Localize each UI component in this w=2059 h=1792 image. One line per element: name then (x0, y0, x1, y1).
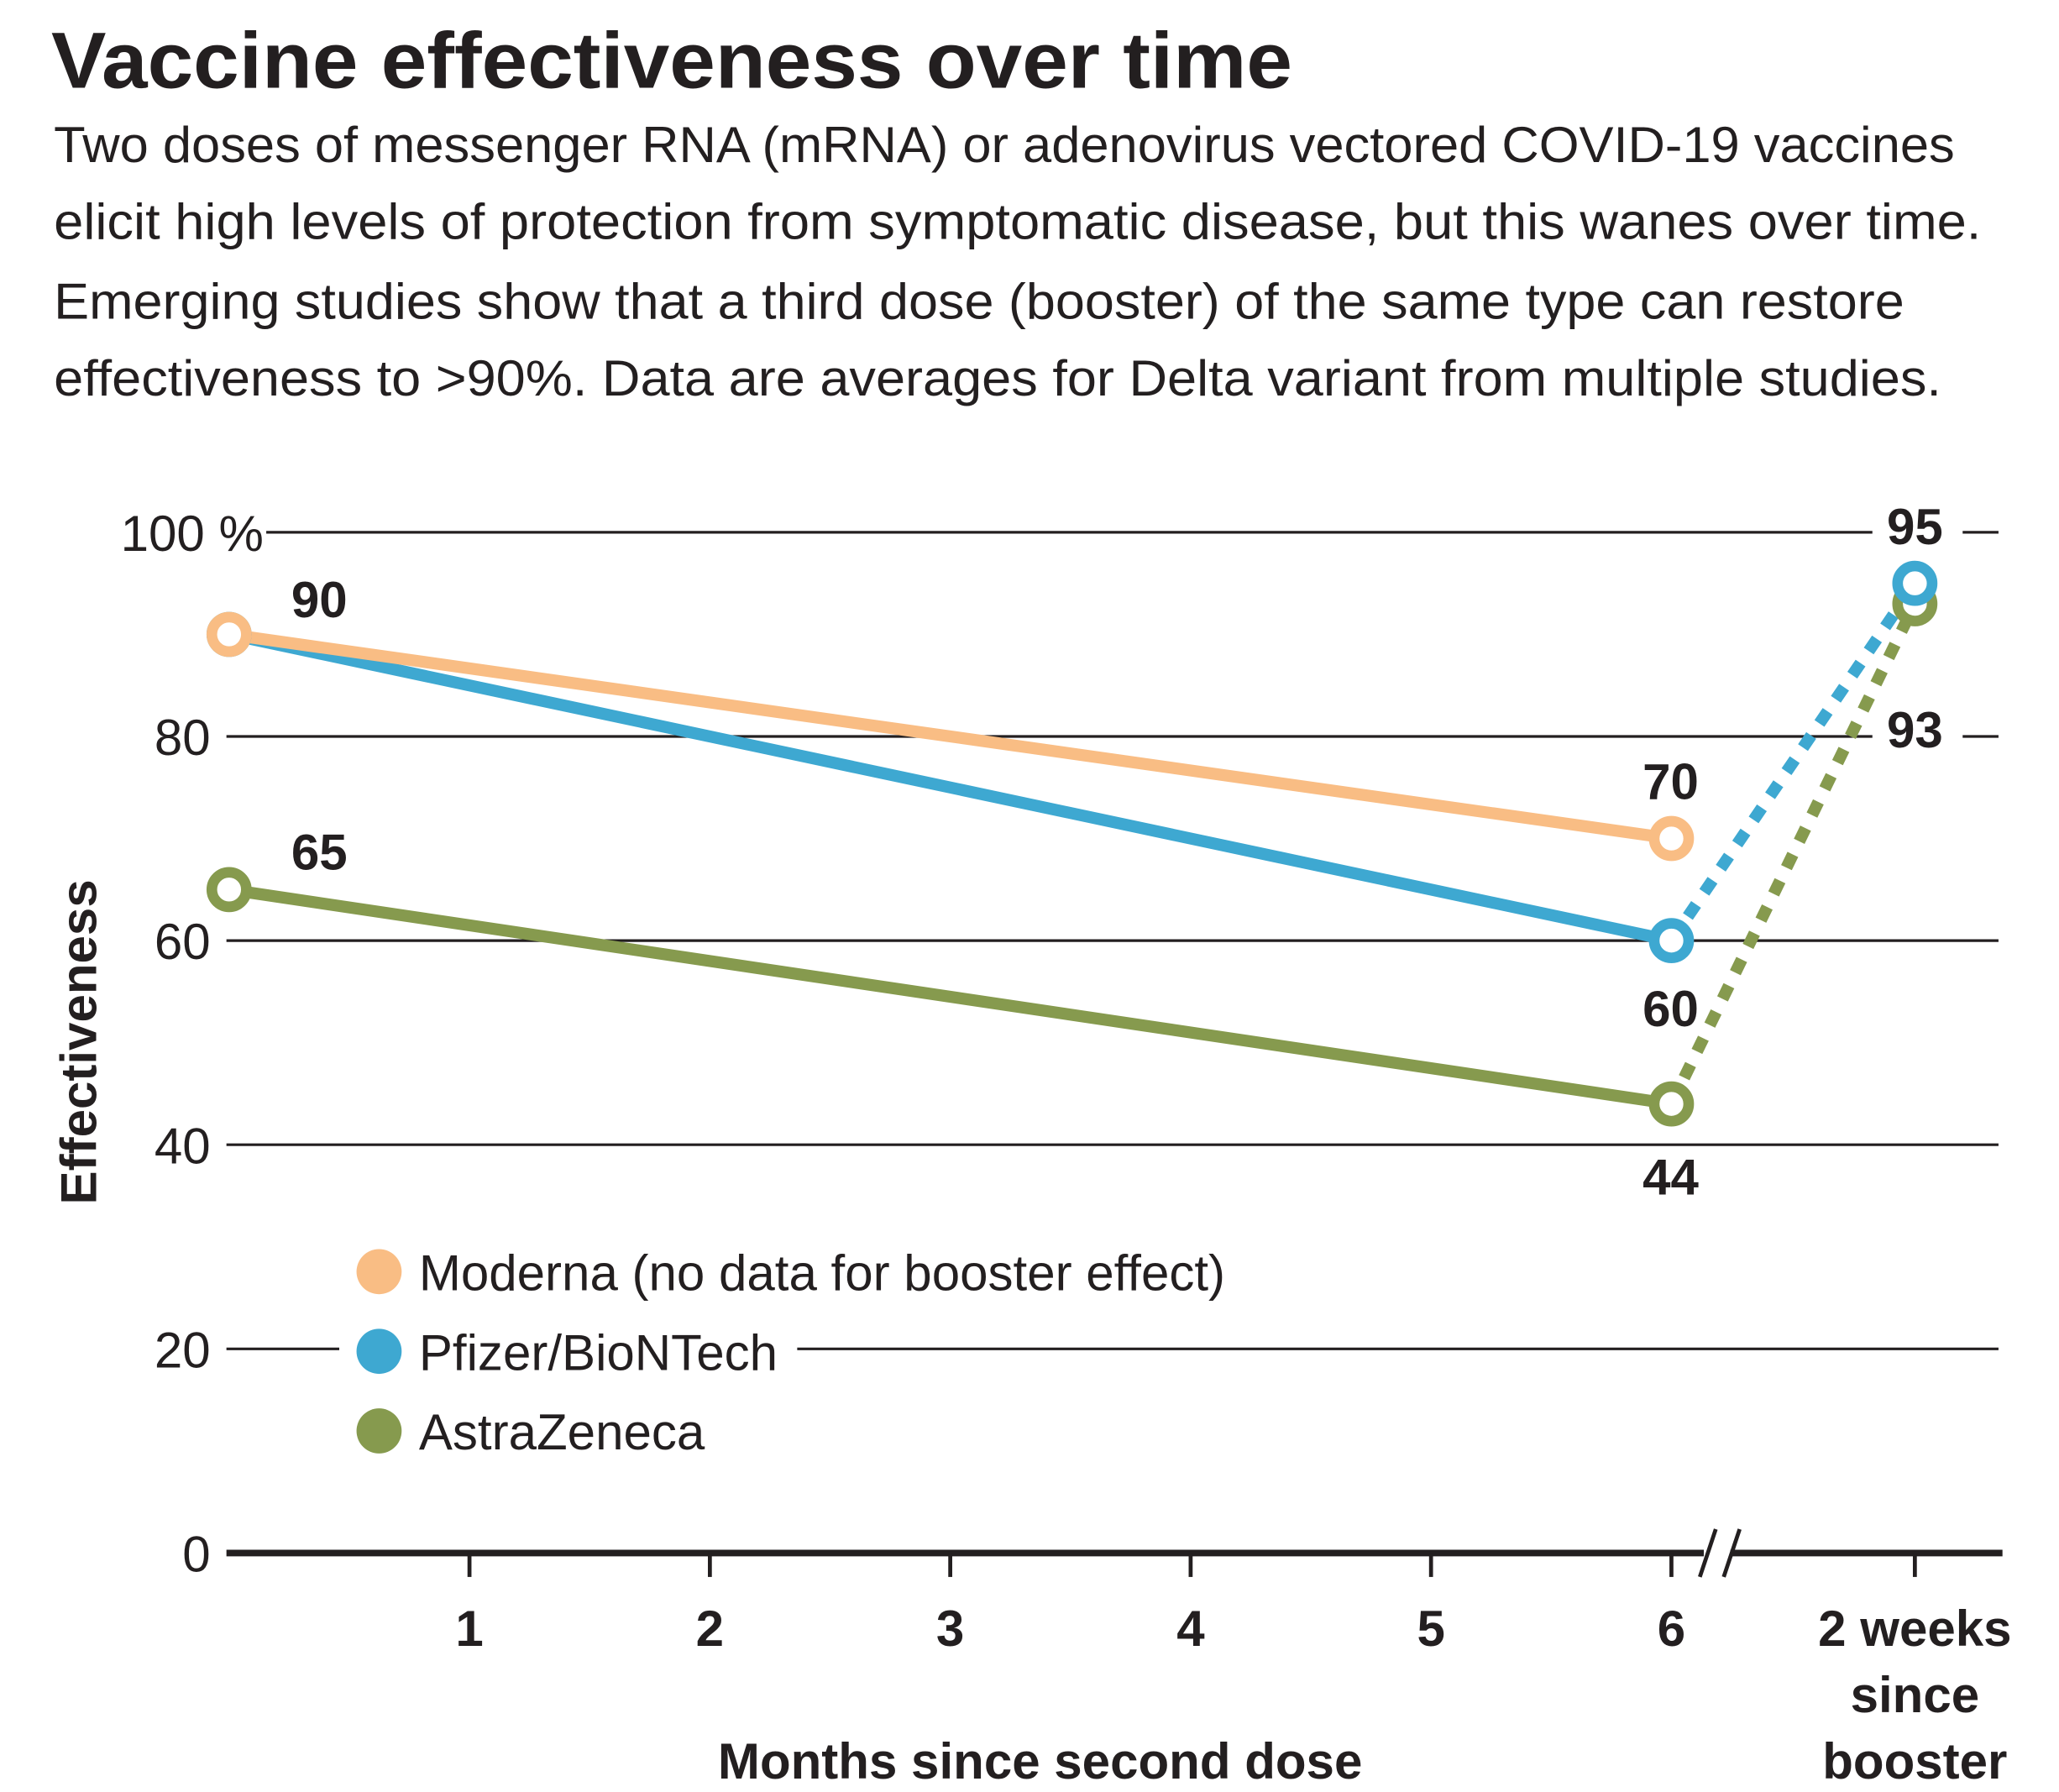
x-tick-label: 6 (1658, 1601, 1685, 1657)
y-tick-label: 100 % (121, 506, 264, 562)
data-label: 90 (291, 572, 348, 628)
x-tick-label: 3 (936, 1601, 964, 1657)
x-axis-label: Months since second dose (718, 1733, 1362, 1789)
legend-swatch (356, 1408, 402, 1454)
series-line (228, 883, 1673, 1110)
gridlines (226, 531, 1999, 1350)
x-tick-label: 2 (696, 1601, 724, 1657)
data-label: 65 (291, 824, 348, 880)
legend-swatch (356, 1249, 402, 1295)
data-label: 93 (1887, 702, 1943, 758)
series-line (228, 628, 1673, 845)
booster-label-line-3: booster (1822, 1733, 2007, 1789)
data-label: 70 (1642, 754, 1699, 810)
booster-point (1892, 560, 1938, 606)
booster-line (1666, 579, 1920, 945)
x-tick-label: 1 (455, 1601, 483, 1657)
data-label: 60 (1642, 981, 1699, 1037)
x-axis: 1 2 3 4 5 6 (226, 1528, 2003, 1657)
booster-line (1666, 600, 1920, 1107)
legend-label: Pfizer/BioNTech (419, 1324, 778, 1381)
legend: Moderna (no data for booster effect) Pfiz… (356, 1244, 1225, 1460)
booster-label-line-2: since (1851, 1667, 1980, 1723)
subtitle-line-2: elicit high levels of protection from sy… (54, 194, 1981, 250)
y-axis-label: Effectiveness (51, 879, 107, 1204)
y-tick-labels: 0 20 40 60 80 100 % (121, 506, 264, 1583)
legend-label: Moderna (no data for booster effect) (419, 1244, 1225, 1301)
series-line (228, 628, 1673, 947)
chart-title: Vaccine effectiveness over time (51, 16, 1292, 105)
y-tick-label: 0 (182, 1527, 210, 1583)
y-tick-label: 60 (155, 914, 211, 970)
subtitle-line-4: effectiveness to >90%. Data are averages… (54, 350, 1941, 406)
x-tick-label: 5 (1417, 1601, 1444, 1657)
x-tick-label: 4 (1176, 1601, 1205, 1657)
data-label: 44 (1642, 1150, 1699, 1206)
axis-break-mark (1721, 1528, 1742, 1578)
y-tick-label: 80 (155, 710, 211, 766)
legend-swatch (356, 1328, 402, 1375)
subtitle-line-1: Two doses of messenger RNA (mRNA) or ade… (54, 117, 1955, 173)
legend-label: AstraZeneca (419, 1404, 705, 1460)
y-tick-label: 40 (155, 1118, 211, 1174)
data-labels: 90 70 60 95 65 44 93 (291, 499, 1943, 1206)
axis-break-mark (1698, 1528, 1718, 1578)
data-point (206, 867, 252, 913)
data-point (1648, 1081, 1695, 1127)
subtitle-line-3: Emerging studies show that a third dose … (54, 273, 1904, 329)
data-point (206, 611, 252, 658)
series-lines (206, 560, 1938, 1127)
data-label: 95 (1887, 499, 1943, 555)
data-point (1648, 918, 1695, 963)
booster-label-line-1: 2 weeks (1818, 1601, 2011, 1657)
y-tick-label: 20 (155, 1322, 211, 1378)
data-point (1648, 815, 1695, 862)
